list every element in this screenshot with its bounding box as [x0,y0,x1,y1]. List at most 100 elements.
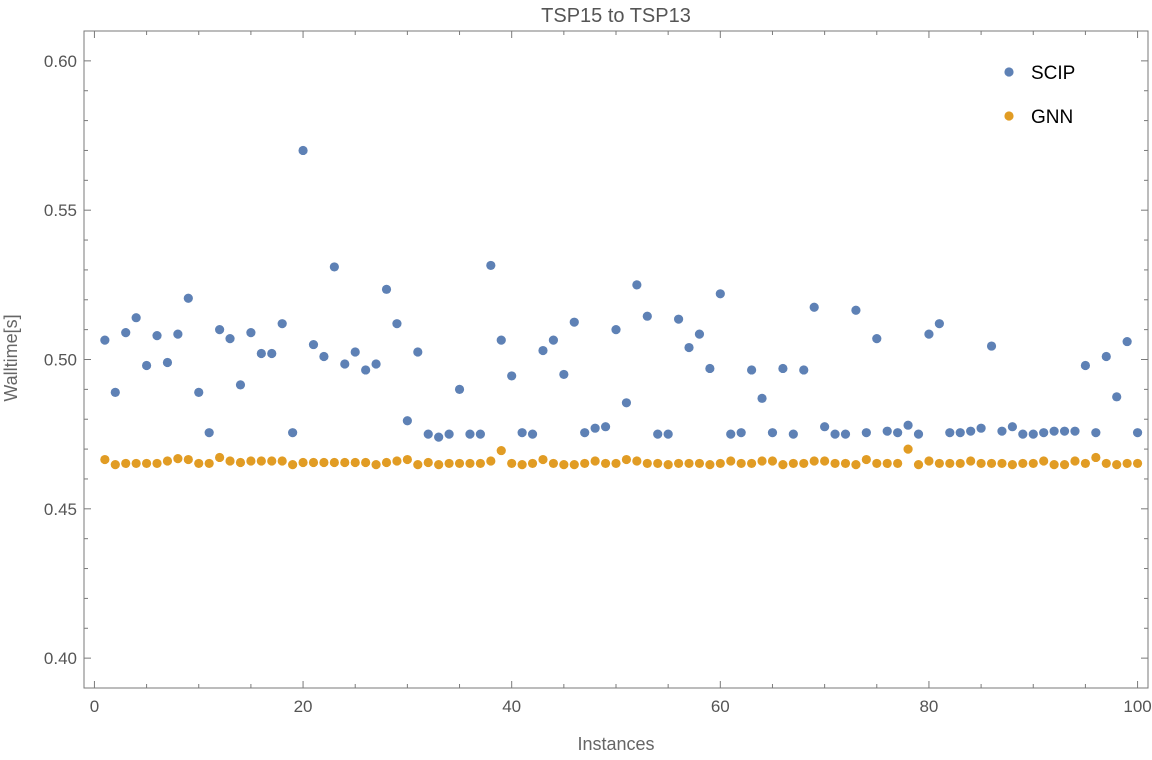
x-tick-label: 40 [502,697,521,716]
scip-point [1007,422,1017,432]
scip-point [475,429,485,439]
scip-point [548,335,559,345]
gnn-point [705,460,715,470]
gnn-point [736,458,746,469]
gnn-point [809,456,819,466]
scip-point [496,335,506,345]
gnn-point [517,460,527,470]
gnn-point [600,458,611,469]
gnn-point [475,458,485,469]
scip-point [934,319,944,329]
gnn-point [256,456,266,466]
gnn-point [100,454,110,465]
gnn-point [861,454,871,465]
gnn-point [527,458,538,469]
scip-point [413,347,423,357]
y-axis: 0.40 0.45 0.50 0.55 0.60 [44,30,1148,689]
x-tick-label: 20 [294,697,313,716]
x-tick-label: 0 [90,697,99,716]
x-axis-title: Instances [577,734,654,754]
scip-point [225,333,235,344]
gnn-point [924,456,934,466]
scip-point [454,384,465,394]
scip-point [778,363,788,374]
gnn-point [684,458,694,469]
scip-point [945,428,955,438]
gnn-point [152,458,162,469]
scip-point [997,426,1007,436]
x-axis: 0 20 40 60 80 100 [90,31,1152,716]
scip-point [507,371,517,381]
gnn-point [976,458,986,469]
gnn-point [496,445,506,456]
scip-point [569,317,579,327]
gnn-point [371,460,381,470]
scip-point [538,345,548,356]
gnn-point [580,458,590,469]
scip-point [736,428,746,438]
scip-point [486,260,496,271]
data-points [100,145,1143,470]
scip-point [183,293,193,303]
scip-point [632,280,642,290]
gnn-point [830,458,840,469]
gnn-point [413,460,423,470]
scip-point [820,422,830,432]
gnn-point [350,457,360,468]
gnn-point [955,458,965,469]
scip-point [642,311,652,321]
scip-point [100,335,110,345]
gnn-point [454,458,465,469]
scip-point [611,325,621,335]
scip-point [600,422,611,432]
scip-point [861,428,871,438]
scip-point [673,314,684,324]
gnn-point [121,458,131,469]
gnn-point [162,456,173,466]
gnn-point [1039,456,1049,466]
gnn-point [1112,460,1122,470]
gnn-point [204,458,214,469]
gnn-point [486,456,496,466]
scip-point [694,329,705,339]
scip-point [277,319,287,329]
scip-point [1132,428,1143,438]
gnn-point [913,460,924,470]
scip-point [976,423,986,433]
scip-point [465,429,475,439]
gnn-point [423,457,433,468]
scip-point [955,428,965,438]
scip-point [434,432,444,442]
gnn-point [507,458,517,469]
gnn-point [757,456,767,466]
scip-point [215,325,225,335]
scip-point [298,145,308,156]
gnn-point [569,460,579,470]
y-tick-label: 0.40 [44,649,77,668]
gnn-point [329,457,339,468]
scip-point [580,428,590,438]
scip-legend-label: SCIP [1031,63,1075,84]
gnn-point [308,457,319,468]
scip-point [256,348,266,359]
scip-point [319,351,329,362]
scip-point [361,365,371,375]
scip-point [1112,392,1122,402]
gnn-point [621,454,632,465]
gnn-legend-label: GNN [1031,107,1073,128]
gnn-point [235,457,246,468]
gnn-point [1101,458,1111,469]
gnn-point [1122,458,1132,469]
scip-point [1059,426,1070,436]
scip-point [705,363,715,374]
chart-title: TSP15 to TSP13 [541,5,691,27]
gnn-point [778,460,788,470]
scip-point [715,289,725,299]
gnn-point [444,458,454,469]
gnn-point [799,458,809,469]
y-axis-title: Walltime[s] [1,314,21,401]
scip-point [809,302,819,312]
scip-point [350,347,360,357]
scip-point [371,359,381,369]
